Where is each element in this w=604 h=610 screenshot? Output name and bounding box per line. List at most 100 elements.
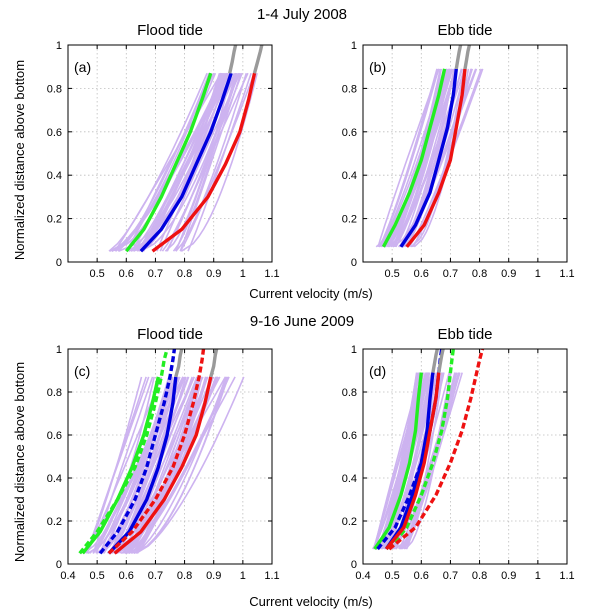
y-axis-label-bottom: Normalized distance above bottom bbox=[12, 362, 27, 562]
velocity-profile bbox=[108, 72, 208, 252]
x-tick-label: 0.5 bbox=[89, 570, 104, 582]
red-dashed-line bbox=[388, 349, 485, 551]
panel-0: 0.5 0.6 0.7 0.8 0.9 1 1.1 0 0.2 0.4 0.6 0.8 1 Flood t… bbox=[47, 22, 280, 280]
velocity-profile bbox=[125, 376, 230, 554]
x-tick-label: 0.8 bbox=[177, 570, 192, 582]
x-tick-label: 0.7 bbox=[443, 570, 458, 582]
panel-label: (a) bbox=[74, 59, 91, 75]
x-tick-label: 1 bbox=[240, 268, 246, 280]
panel-3: 0.4 0.5 0.6 0.7 0.8 0.9 1 1.1 0 0.2 0.4 0.6 0.8 1 Ebb … bbox=[342, 326, 575, 582]
velocity-profile bbox=[384, 68, 442, 248]
y-tick-label: 1 bbox=[351, 344, 357, 356]
axes-frame bbox=[362, 348, 568, 565]
y-tick-label: 0.6 bbox=[342, 430, 357, 442]
velocity-profile bbox=[175, 72, 248, 252]
velocity-profile bbox=[187, 72, 252, 252]
x-tick-label: 0.7 bbox=[148, 268, 163, 280]
x-tick-label: 1 bbox=[535, 268, 541, 280]
x-tick-label: 0.9 bbox=[206, 268, 221, 280]
y-tick-label: 0.2 bbox=[47, 214, 62, 226]
top-section-title: 1-4 July 2008 bbox=[257, 6, 347, 23]
x-tick-label: 0.8 bbox=[472, 268, 487, 280]
x-tick-label: 0.5 bbox=[384, 268, 399, 280]
velocity-profile bbox=[374, 372, 418, 550]
gray-solid-line bbox=[209, 349, 219, 378]
x-tick-label: 0.5 bbox=[89, 268, 104, 280]
x-tick-label: 1.1 bbox=[559, 570, 574, 582]
x-axis-label-top: Current velocity (m/s) bbox=[249, 286, 373, 301]
y-tick-label: 0.8 bbox=[342, 387, 357, 399]
gray-solid-line bbox=[252, 45, 264, 74]
green-solid-line bbox=[124, 72, 213, 253]
velocity-profile bbox=[159, 72, 241, 252]
gray-solid-line bbox=[174, 349, 184, 378]
y-tick-label: 1 bbox=[56, 40, 62, 52]
x-tick-label: 0.6 bbox=[414, 570, 429, 582]
x-tick-label: 0.5 bbox=[384, 570, 399, 582]
velocity-profile bbox=[85, 376, 143, 554]
x-tick-label: 0.8 bbox=[177, 268, 192, 280]
velocity-profile bbox=[377, 68, 440, 248]
velocity-profile bbox=[378, 68, 440, 248]
x-tick-label: 0.7 bbox=[148, 570, 163, 582]
blue-solid-line bbox=[384, 372, 435, 550]
green-solid-line bbox=[381, 68, 447, 248]
velocity-profile bbox=[401, 372, 444, 550]
velocity-profile bbox=[404, 372, 460, 550]
panel-label: (c) bbox=[74, 363, 90, 379]
x-tick-label: 1.1 bbox=[559, 268, 574, 280]
x-tick-label: 0.4 bbox=[355, 570, 370, 582]
green-dashed-line bbox=[387, 349, 455, 551]
green-dashed-line bbox=[78, 349, 169, 555]
velocity-profile bbox=[133, 376, 229, 555]
red-solid-line bbox=[384, 372, 441, 551]
x-tick-label: 0.6 bbox=[119, 570, 134, 582]
bottom-section-title: 9-16 June 2009 bbox=[250, 313, 354, 330]
x-tick-label: 1 bbox=[535, 570, 541, 582]
y-tick-label: 0.6 bbox=[47, 127, 62, 139]
gray-solid-line bbox=[228, 45, 238, 74]
velocity-profile bbox=[161, 72, 243, 252]
x-tick-label: 1 bbox=[240, 570, 246, 582]
y-tick-label: 0.8 bbox=[47, 387, 62, 399]
red-solid-line bbox=[151, 72, 257, 253]
blue-solid-line bbox=[139, 72, 233, 253]
y-tick-label: 0.4 bbox=[342, 473, 357, 485]
velocity-profile bbox=[122, 376, 201, 554]
x-tick-label: 0.4 bbox=[60, 570, 75, 582]
velocity-profile bbox=[408, 68, 482, 248]
x-tick-label: 0.8 bbox=[472, 570, 487, 582]
axes-frame bbox=[67, 44, 273, 263]
x-tick-label: 0.9 bbox=[501, 570, 516, 582]
x-tick-label: 0.9 bbox=[206, 570, 221, 582]
velocity-profile bbox=[92, 376, 178, 554]
y-tick-label: 0 bbox=[351, 257, 357, 269]
y-tick-label: 0.4 bbox=[47, 473, 62, 485]
velocity-profile bbox=[372, 372, 424, 550]
x-tick-label: 0.7 bbox=[443, 268, 458, 280]
plot-content bbox=[372, 349, 485, 551]
x-axis-label-bottom: Current velocity (m/s) bbox=[249, 594, 373, 609]
y-tick-label: 1 bbox=[56, 344, 62, 356]
x-tick-label: 0.9 bbox=[501, 268, 516, 280]
red-solid-line bbox=[113, 376, 213, 555]
panel-title: Ebb tide bbox=[437, 326, 492, 343]
velocity-profile bbox=[142, 72, 228, 252]
y-tick-label: 0.8 bbox=[47, 83, 62, 95]
plot-content bbox=[108, 45, 264, 253]
y-tick-label: 0.2 bbox=[342, 516, 357, 528]
panel-title: Flood tide bbox=[137, 326, 203, 343]
velocity-profile bbox=[180, 73, 258, 252]
red-solid-line bbox=[405, 68, 467, 248]
gray-solid-line bbox=[431, 349, 439, 373]
y-tick-label: 0.4 bbox=[342, 170, 357, 182]
blue-dashed-line bbox=[98, 349, 177, 555]
green-solid-line bbox=[373, 372, 423, 550]
panels: 0.5 0.6 0.7 0.8 0.9 1 1.1 0 0.2 0.4 0.6 0.8 1 Flood t… bbox=[47, 22, 575, 582]
y-tick-label: 0.2 bbox=[342, 214, 357, 226]
plot-content bbox=[375, 45, 484, 248]
x-tick-label: 1.1 bbox=[264, 570, 279, 582]
x-tick-label: 0.6 bbox=[414, 268, 429, 280]
plot-content bbox=[78, 349, 245, 555]
panel-1: 0.5 0.6 0.7 0.8 0.9 1 1.1 0 0.2 0.4 0.6 0.8 1 Ebb tid… bbox=[342, 22, 575, 280]
